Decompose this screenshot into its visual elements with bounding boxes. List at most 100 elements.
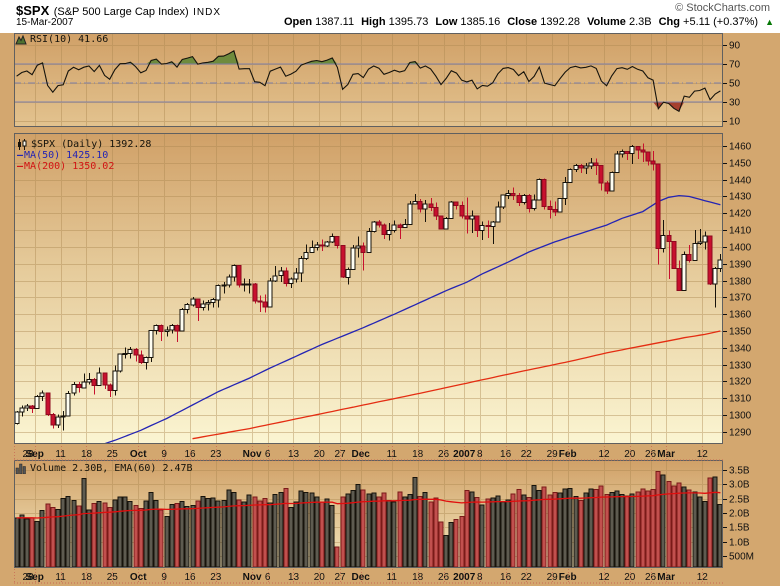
svg-text:10: 10 [729, 117, 741, 128]
quote-value: 1387.11 [312, 16, 355, 28]
quote-value: 1392.28 [537, 16, 580, 28]
svg-text:1420: 1420 [729, 209, 752, 220]
svg-text:9: 9 [161, 572, 167, 583]
svg-text:26: 26 [438, 449, 450, 460]
svg-text:16: 16 [184, 449, 196, 460]
ma50-line-marker: — [17, 150, 23, 161]
svg-text:50: 50 [729, 79, 741, 90]
svg-text:1370: 1370 [729, 293, 752, 304]
svg-text:1360: 1360 [729, 310, 752, 321]
svg-text:20: 20 [314, 449, 326, 460]
ma200-legend-label: MA(200) 1350.02 [24, 161, 115, 172]
svg-text:2.0B: 2.0B [729, 509, 750, 520]
svg-text:Oct: Oct [130, 449, 147, 460]
quote-label: Volume [587, 16, 626, 28]
ma200-line-marker: — [17, 161, 23, 172]
svg-text:Feb: Feb [559, 449, 577, 460]
svg-text:20: 20 [314, 572, 326, 583]
svg-text:2007: 2007 [453, 449, 476, 460]
svg-text:1300: 1300 [729, 411, 752, 422]
title-line: $SPX (S&P 500 Large Cap Index) INDX [16, 2, 221, 20]
price-legend-label: $SPX (Daily) 1392.28 [31, 139, 152, 150]
svg-text:1290: 1290 [729, 428, 752, 439]
svg-text:Dec: Dec [352, 572, 371, 583]
svg-text:1380: 1380 [729, 277, 752, 288]
svg-text:18: 18 [81, 449, 93, 460]
svg-text:11: 11 [55, 572, 66, 583]
svg-text:26: 26 [645, 449, 657, 460]
svg-text:70: 70 [729, 60, 741, 71]
svg-text:9: 9 [161, 449, 167, 460]
svg-text:2.5B: 2.5B [729, 495, 750, 506]
ma200-legend-row: — MA(200) 1350.02 [17, 161, 151, 172]
svg-text:1320: 1320 [729, 377, 752, 388]
svg-text:8: 8 [477, 449, 483, 460]
quote-label: Close [507, 16, 538, 28]
svg-text:12: 12 [598, 572, 610, 583]
svg-text:3.0B: 3.0B [729, 480, 750, 491]
quote-label: Open [283, 16, 313, 28]
svg-text:25: 25 [107, 449, 119, 460]
svg-text:90: 90 [729, 41, 741, 52]
svg-text:1410: 1410 [729, 226, 752, 237]
change-up-arrow-icon: ▲ [765, 17, 774, 27]
svg-text:2007: 2007 [453, 572, 476, 583]
ma50-legend-label: MA(50) 1425.10 [24, 150, 109, 161]
quote-value: 2.3B [625, 16, 652, 28]
chart-date: 15-Mar-2007 [16, 17, 74, 28]
svg-text:Nov: Nov [243, 449, 262, 460]
svg-text:29: 29 [547, 449, 559, 460]
svg-text:30: 30 [729, 98, 741, 109]
svg-text:Feb: Feb [559, 572, 577, 583]
ma50-legend-row: — MA(50) 1425.10 [17, 150, 151, 161]
chart-canvas: 90 70 50 30 10 1460 1450 1440 1430 1420 1410 1400 13… [0, 31, 780, 586]
svg-text:Mar: Mar [657, 449, 675, 460]
rsi-legend: RSI(10) 41.66 [15, 34, 108, 45]
quote-label: Low [435, 16, 458, 28]
volume-bars-icon [15, 463, 26, 474]
svg-text:Nov: Nov [243, 572, 262, 583]
svg-text:27: 27 [334, 572, 346, 583]
rsi-legend-label: RSI(10) 41.66 [30, 34, 109, 45]
quote-label: Chg [658, 16, 680, 28]
quote-value: 1385.16 [457, 16, 501, 28]
svg-text:6: 6 [265, 449, 271, 460]
svg-text:20: 20 [624, 572, 636, 583]
price-legend: $SPX (Daily) 1392.28 — MA(50) 1425.10 — … [17, 139, 151, 172]
svg-text:1350: 1350 [729, 327, 752, 338]
svg-text:1440: 1440 [729, 176, 752, 187]
svg-text:500M: 500M [729, 552, 754, 563]
svg-text:12: 12 [697, 572, 709, 583]
svg-text:Mar: Mar [657, 572, 675, 583]
svg-text:6: 6 [265, 572, 271, 583]
svg-text:1.0B: 1.0B [729, 538, 750, 549]
svg-text:8: 8 [477, 572, 483, 583]
svg-text:18: 18 [412, 449, 424, 460]
svg-text:28: 28 [22, 449, 34, 460]
svg-text:27: 27 [334, 449, 346, 460]
exchange-label: INDX [193, 7, 222, 18]
svg-text:1340: 1340 [729, 344, 752, 355]
svg-text:3.5B: 3.5B [729, 466, 750, 477]
svg-text:12: 12 [697, 449, 709, 460]
volume-legend: Volume 2.30B, EMA(60) 2.47B [15, 463, 193, 474]
symbol-ticker: $SPX [16, 3, 50, 18]
svg-text:23: 23 [210, 572, 222, 583]
svg-text:13: 13 [288, 572, 300, 583]
svg-text:16: 16 [500, 449, 512, 460]
svg-text:18: 18 [81, 572, 93, 583]
price-legend-symbol-row: $SPX (Daily) 1392.28 [17, 139, 151, 150]
svg-text:1430: 1430 [729, 192, 752, 203]
svg-text:11: 11 [55, 449, 66, 460]
svg-text:Dec: Dec [352, 449, 371, 460]
svg-text:1460: 1460 [729, 142, 752, 153]
svg-text:16: 16 [500, 572, 512, 583]
svg-text:1.5B: 1.5B [729, 523, 750, 534]
svg-text:1330: 1330 [729, 361, 752, 372]
svg-text:13: 13 [288, 449, 300, 460]
svg-text:22: 22 [521, 449, 533, 460]
svg-text:12: 12 [598, 449, 610, 460]
svg-text:Oct: Oct [130, 572, 147, 583]
svg-text:1450: 1450 [729, 159, 752, 170]
